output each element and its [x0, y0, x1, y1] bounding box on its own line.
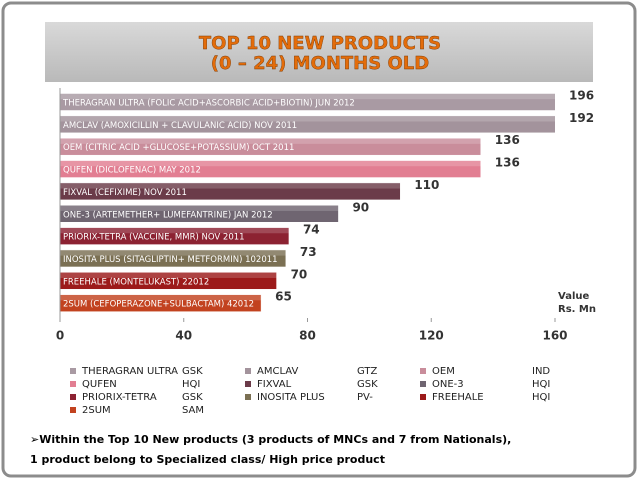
bar-shine	[60, 294, 262, 301]
x-axis-label: Rs. Mn	[558, 304, 596, 315]
chart-title: (0 – 24) MONTHS OLD	[211, 53, 429, 74]
bar-category-label: THERAGRAN ULTRA (FOLIC ACID+ASCORBIC ACI…	[62, 99, 355, 109]
value-label: 70	[291, 267, 308, 281]
bar-category-label: OEM (CITRIC ACID +GLUCOSE+POTASSIUM) OCT…	[63, 143, 294, 153]
bar-category-label: PRIORIX-TETRA (VACCINE, MMR) NOV 2011	[63, 233, 245, 243]
x-tick-label: 160	[542, 329, 567, 343]
x-tick-label: 40	[175, 329, 192, 343]
x-tick-label: 0	[56, 329, 64, 343]
bar-category-label: FIXVAL (CEFIXIME) NOV 2011	[63, 188, 187, 198]
legend-name: PRIORIX-TETRA	[82, 392, 157, 403]
bar-shine	[60, 227, 289, 234]
legend-swatch	[70, 394, 76, 400]
bar-category-label: 2SUM (CEFOPERAZONE+SULBACTAM) 42012	[63, 300, 254, 310]
bar-category-label: QUFEN (DICLOFENAC) MAY 2012	[63, 166, 201, 176]
legend-company: HQI	[182, 379, 200, 390]
legend-name: FIXVAL	[257, 379, 292, 390]
bar-shine	[60, 272, 277, 278]
note: 1 product belong to Specialized class/ H…	[30, 453, 385, 466]
bar-category-label: ONE-3 (ARTEMETHER+ LUMEFANTRINE) JAN 201…	[63, 210, 273, 220]
legend-company: GSK	[357, 379, 378, 390]
legend-company: PV-	[357, 392, 373, 403]
value-label: 65	[275, 290, 292, 304]
legend-company: HQI	[532, 379, 550, 390]
bar-category-label: INOSITA PLUS (SITAGLIPTIN+ METFORMIN) 10…	[63, 255, 278, 265]
legend-company: IND	[532, 366, 550, 377]
legend-name: THERAGRAN ULTRA	[81, 366, 178, 377]
value-label: 196	[569, 89, 594, 103]
legend-company: GSK	[182, 392, 203, 403]
chart-title: TOP 10 NEW PRODUCTS	[199, 33, 441, 54]
value-label: 74	[303, 223, 320, 237]
bar-shine	[60, 182, 401, 189]
bar-shine	[60, 205, 339, 211]
value-label: 136	[495, 133, 520, 147]
x-tick-label: 120	[419, 329, 444, 343]
bar-shine	[60, 160, 481, 167]
legend-name: QUFEN	[82, 379, 117, 390]
value-label: 136	[495, 156, 520, 170]
value-label: 73	[300, 245, 317, 259]
value-label: 110	[414, 178, 439, 192]
title-band	[45, 22, 593, 82]
legend-swatch	[70, 368, 76, 374]
bar-shine	[60, 138, 481, 144]
note: ➢Within the Top 10 New products (3 produ…	[30, 433, 511, 446]
bar-shine	[60, 93, 555, 100]
legend-name: FREEHALE	[432, 392, 484, 403]
legend-swatch	[245, 394, 251, 400]
legend-name: INOSITA PLUS	[257, 392, 325, 403]
legend-swatch	[245, 368, 251, 374]
legend-name: OEM	[432, 366, 455, 377]
legend-company: HQI	[532, 392, 550, 403]
x-axis-label: Value	[558, 291, 589, 302]
legend-swatch	[70, 407, 76, 413]
bar-shine	[60, 115, 555, 122]
value-label: 90	[352, 200, 369, 214]
legend-name: AMCLAV	[257, 366, 298, 377]
x-tick-label: 80	[299, 329, 316, 343]
plot-area	[59, 93, 555, 312]
legend-company: GTZ	[357, 366, 378, 377]
legend-swatch	[420, 368, 426, 374]
legend-swatch	[420, 381, 426, 387]
legend-swatch	[70, 381, 76, 387]
legend-name: 2SUM	[82, 405, 111, 416]
legend-company: SAM	[182, 405, 204, 416]
bar-category-label: FREEHALE (MONTELUKAST) 22012	[63, 277, 209, 287]
legend-company: GSK	[182, 366, 203, 377]
bar-category-label: AMCLAV (AMOXICILLIN + CLAVULANIC ACID) N…	[63, 121, 297, 131]
legend-swatch	[420, 394, 426, 400]
bar-shine	[60, 249, 286, 256]
value-label: 192	[569, 111, 594, 125]
legend-swatch	[245, 381, 251, 387]
legend-name: ONE-3	[432, 379, 464, 390]
